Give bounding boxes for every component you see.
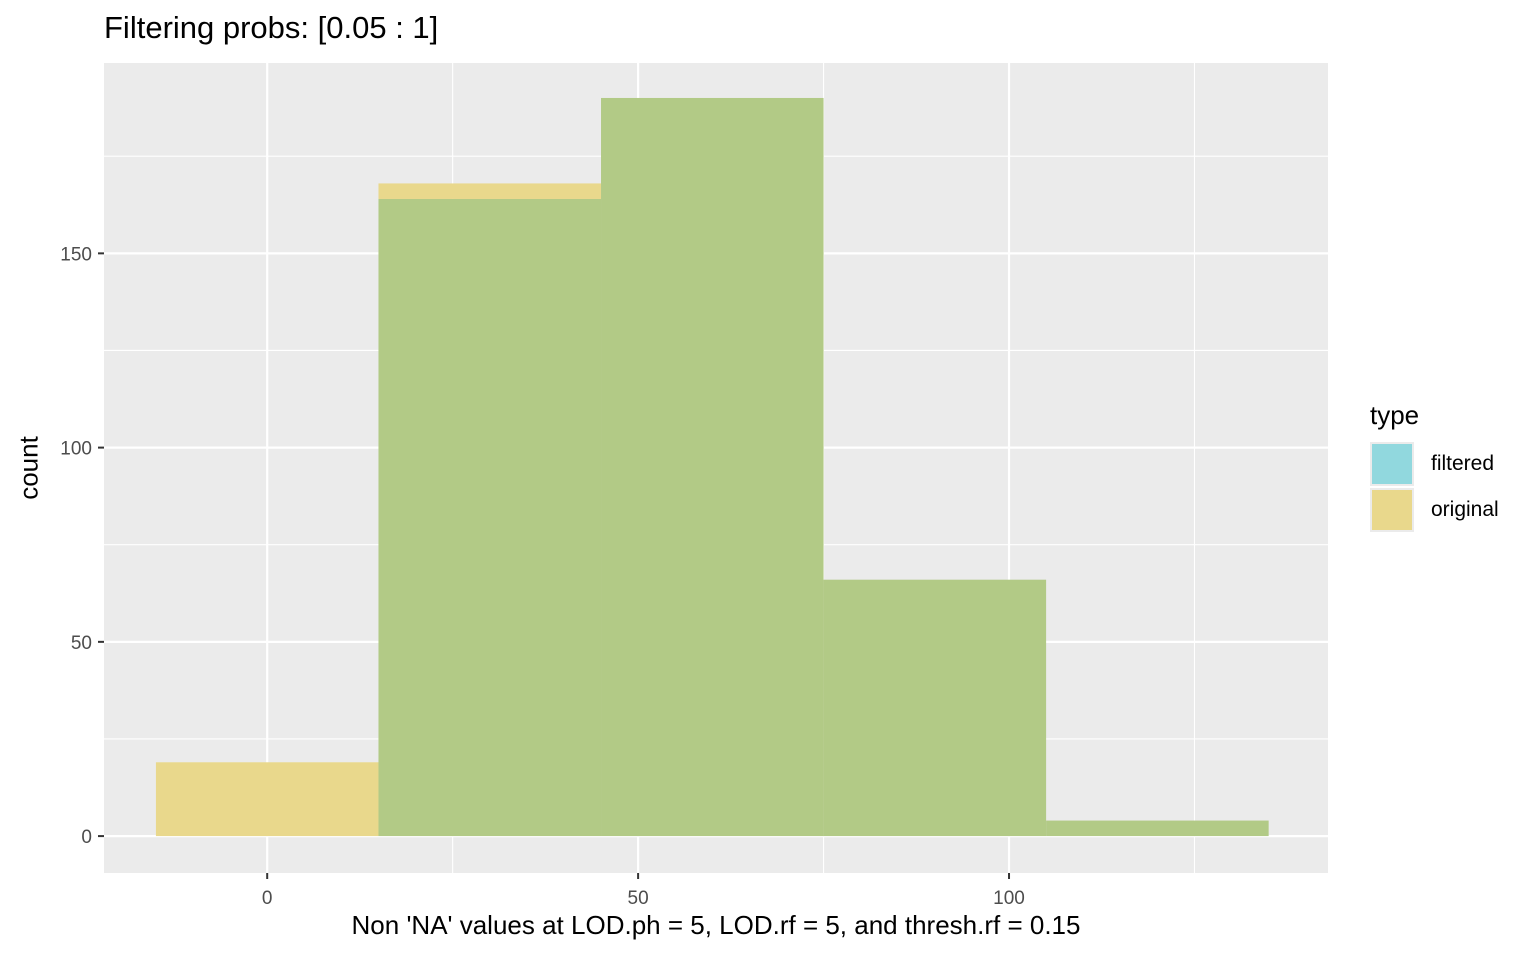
legend-title: type [1370,400,1420,430]
x-tick-label: 100 [993,888,1025,909]
x-axis-label: Non 'NA' values at LOD.ph = 5, LOD.rf = … [351,910,1081,940]
bar-original-bin-1 [378,183,602,199]
y-tick-label: 100 [60,439,92,460]
bar-overlap-bin-1 [378,198,602,837]
legend-swatch-original [1372,490,1412,530]
y-tick-label: 150 [60,244,92,265]
chart-title: Filtering probs: [0.05 : 1] [104,10,439,45]
x-tick-label: 0 [262,888,273,909]
legend-label-filtered: filtered [1431,452,1495,475]
bar-overlap-bin-3 [823,579,1047,837]
bar-overlap-bin-4 [1046,820,1269,837]
legend-item-filtered: filtered [1370,441,1499,487]
y-tick-label: 0 [81,827,92,848]
legend-label-original: original [1431,498,1499,521]
x-tick-label: 50 [628,888,649,909]
bar-original-bin-0 [155,762,379,837]
y-axis-label: count [13,436,44,500]
legend-item-original: original [1370,487,1499,533]
legend-swatch-filtered [1372,444,1412,484]
y-tick-label: 50 [71,633,92,654]
legend: type filtered original [1370,400,1499,533]
bar-overlap-bin-2 [601,97,824,837]
